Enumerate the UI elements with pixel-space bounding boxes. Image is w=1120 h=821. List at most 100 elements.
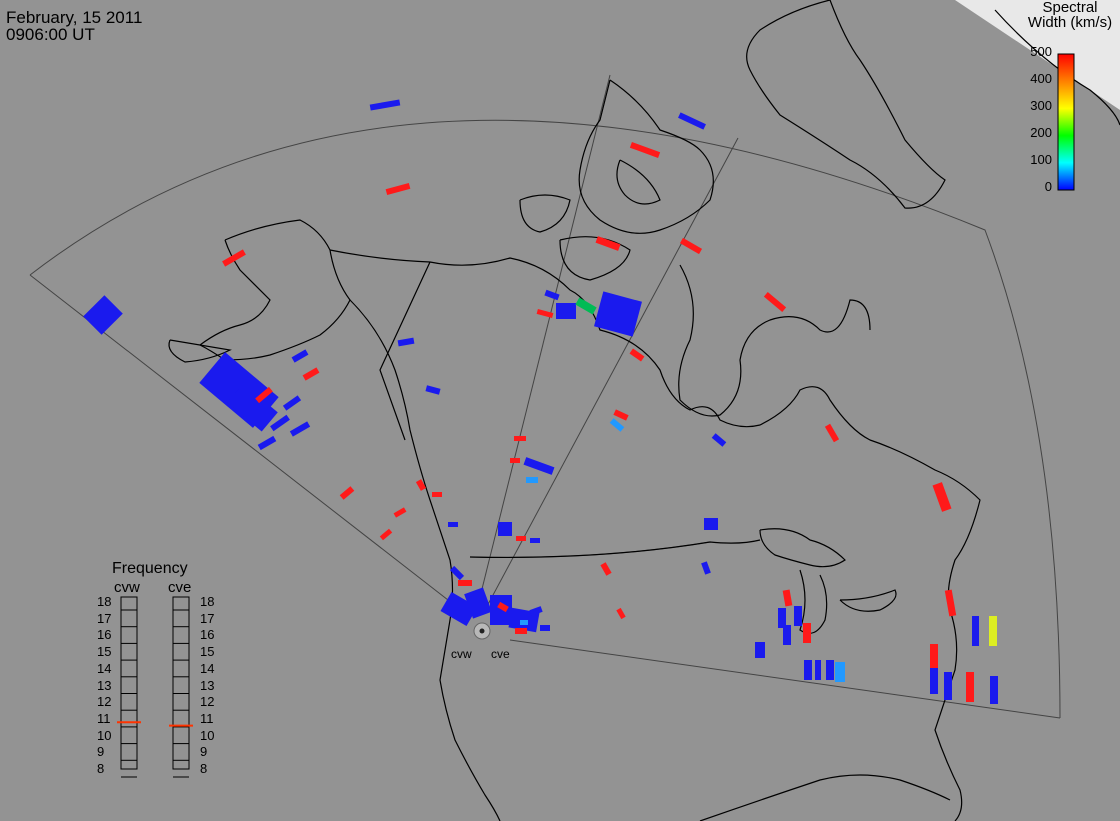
echo-cell bbox=[448, 522, 458, 527]
coast-arctic-islands bbox=[578, 79, 714, 234]
freq-scale-label: 16 bbox=[200, 627, 215, 643]
echo-cell bbox=[83, 295, 123, 335]
colorbar-tick: 100 bbox=[1030, 152, 1052, 167]
freq-scale-label: 15 bbox=[97, 644, 112, 660]
frequency-markers bbox=[117, 721, 193, 727]
echo-cell bbox=[815, 660, 821, 680]
radar-label-cve: cve bbox=[491, 647, 510, 661]
freq-scale-label: 8 bbox=[200, 761, 208, 776]
freq-scale-label: 13 bbox=[97, 677, 112, 693]
echo-cell bbox=[778, 608, 786, 628]
echo-cell bbox=[449, 565, 465, 581]
coast-alaska bbox=[198, 219, 351, 361]
frequency-title: Frequency bbox=[112, 560, 188, 577]
freq-column-cve bbox=[172, 596, 190, 770]
border-canada-us bbox=[469, 539, 761, 559]
great-lakes bbox=[759, 528, 897, 634]
echo-cell bbox=[520, 620, 528, 625]
field-of-view bbox=[29, 74, 1061, 719]
echo-cell bbox=[385, 182, 411, 196]
echo-cell bbox=[440, 591, 478, 627]
echo-cell bbox=[755, 642, 765, 658]
border-alaska-canada bbox=[379, 261, 431, 441]
echo-cell bbox=[803, 623, 811, 643]
echo-cell bbox=[629, 142, 661, 158]
freq-scale-label: 12 bbox=[97, 694, 112, 710]
freq-col-label-cvw: cvw bbox=[114, 579, 140, 596]
freq-scale-label: 10 bbox=[200, 727, 215, 743]
coast-gulf bbox=[699, 774, 951, 821]
freq-scale-label: 10 bbox=[97, 727, 112, 743]
coastlines bbox=[168, 0, 1120, 821]
echo-cell bbox=[629, 348, 645, 362]
coast-hudson-bay bbox=[678, 264, 871, 417]
echo-cell bbox=[794, 606, 802, 626]
echo-cell bbox=[804, 660, 812, 680]
colorbar-tick: 400 bbox=[1030, 71, 1052, 86]
echo-cell bbox=[989, 616, 997, 646]
echo-cell bbox=[523, 457, 555, 475]
echo-cell bbox=[616, 607, 626, 620]
colorbar-tick: 0 bbox=[1044, 179, 1052, 194]
freq-scale-label: 17 bbox=[97, 610, 112, 626]
time-label: 0906:00 UT bbox=[6, 25, 95, 44]
echo-cell bbox=[291, 349, 309, 363]
echo-cell bbox=[594, 291, 642, 337]
echo-cell bbox=[930, 668, 938, 694]
freq-scale-label: 14 bbox=[200, 660, 215, 676]
echo-cell bbox=[701, 561, 711, 575]
freq-scale-label: 18 bbox=[97, 594, 112, 609]
echo-cell bbox=[536, 309, 554, 318]
echo-cell bbox=[458, 580, 472, 586]
frequency-columns bbox=[120, 596, 190, 770]
echo-cell bbox=[530, 538, 540, 543]
echo-cell bbox=[515, 628, 527, 634]
echo-cell bbox=[425, 385, 441, 395]
echo-cell bbox=[516, 536, 526, 541]
echo-cell bbox=[704, 518, 718, 530]
freq-scale-label: 9 bbox=[97, 744, 105, 760]
echo-cell bbox=[222, 249, 246, 267]
echo-cell bbox=[783, 625, 791, 645]
echo-cell bbox=[490, 595, 512, 625]
echo-cell bbox=[498, 522, 512, 536]
echo-cell bbox=[575, 297, 597, 315]
freq-scale-label: 17 bbox=[200, 610, 215, 626]
echo-cell bbox=[966, 672, 974, 702]
echo-cell bbox=[227, 383, 278, 432]
coast-greenland-south bbox=[994, 9, 1120, 126]
echo-cell bbox=[544, 289, 560, 301]
echo-cell bbox=[972, 616, 979, 646]
echo-cell bbox=[257, 435, 277, 451]
coast-west bbox=[349, 299, 501, 821]
echo-cells bbox=[83, 99, 998, 704]
echo-cell bbox=[497, 601, 509, 613]
echo-cell bbox=[270, 414, 290, 432]
echo-cell bbox=[289, 421, 311, 437]
freq-scale-label: 14 bbox=[97, 660, 112, 676]
freq-col-label-cve: cve bbox=[168, 579, 192, 596]
echo-cell bbox=[556, 303, 576, 319]
echo-cell bbox=[782, 589, 793, 607]
echo-cell bbox=[255, 386, 273, 404]
echo-cell bbox=[932, 482, 952, 512]
radar-site-icon bbox=[473, 622, 491, 640]
echo-cell bbox=[339, 486, 355, 500]
freq-scale-label: 8 bbox=[97, 761, 105, 776]
echo-cell bbox=[600, 562, 612, 576]
echo-cell bbox=[415, 479, 427, 491]
echo-cell bbox=[393, 507, 407, 518]
freq-scale-label: 16 bbox=[97, 627, 112, 643]
radar-label-cvw: cvw bbox=[451, 647, 472, 661]
echo-cell bbox=[824, 423, 840, 443]
colorbar-title: Spectral Width (km/s) bbox=[1020, 0, 1120, 30]
echo-cell bbox=[397, 337, 415, 347]
echo-cell bbox=[678, 112, 706, 130]
echo-cell bbox=[379, 528, 393, 541]
echo-cell bbox=[990, 676, 998, 704]
echo-cell bbox=[432, 492, 442, 497]
colorbar-title-line2: Width (km/s) bbox=[1027, 14, 1113, 31]
echo-cell bbox=[369, 99, 401, 111]
